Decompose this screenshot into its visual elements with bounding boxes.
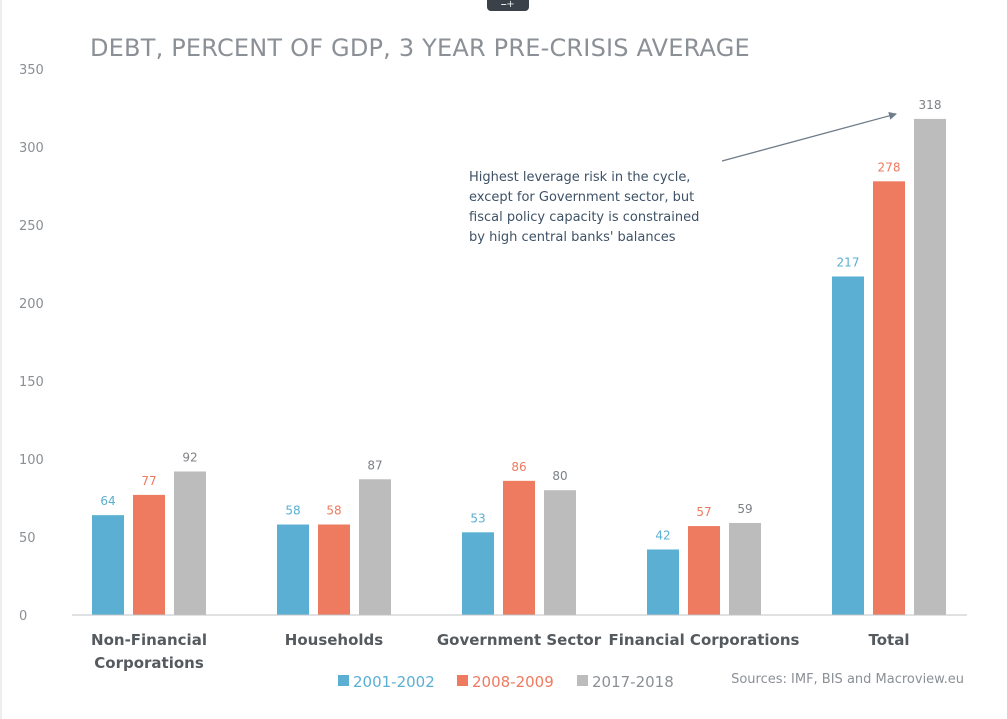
bar [544,490,576,615]
category-label: Financial Corporations [609,631,800,649]
y-tick-label: 150 [19,375,44,390]
legend-swatch [338,675,349,686]
data-label: 92 [182,450,197,464]
y-tick-label: 50 [19,531,36,546]
category-label: Non-Financial [91,631,207,649]
bar [832,276,864,615]
bar [92,515,124,615]
category-label: Total [869,631,910,649]
y-tick-label: 250 [19,219,44,234]
bar [914,118,946,616]
data-label: 58 [326,504,341,518]
legend-swatch [457,675,468,686]
data-label: 58 [285,504,300,518]
category-label: Corporations [94,654,204,672]
legend-swatch [577,675,588,686]
y-axis: 0 50 100 150 200 250 300 350 [19,63,44,624]
annotation-text: except for Government sector, but [469,190,694,205]
legend-label: 2001-2002 [353,673,435,691]
bars [92,118,946,616]
bar [277,524,309,615]
bar [503,480,535,615]
bar [647,549,679,615]
left-border [0,0,2,719]
bar [688,526,720,615]
category-label: Government Sector [437,631,602,649]
annotation-text: Highest leverage risk in the cycle, [469,170,690,185]
x-axis-categories: Non-Financial Corporations Households Gover… [91,631,909,672]
data-label: 77 [141,474,156,488]
data-label: 87 [367,458,382,472]
bar [462,532,494,615]
y-tick-label: 200 [19,297,44,312]
data-label: 86 [511,460,526,474]
data-label: 53 [470,511,485,525]
annotation: Highest leverage risk in the cycle, excep… [469,170,699,245]
bar [873,181,905,615]
data-label: 278 [878,160,901,174]
data-label: 59 [737,502,752,516]
category-label: Households [285,631,384,649]
data-labels: 64 58 53 42 217 77 58 86 57 278 92 87 80 59 318 [100,98,941,543]
collapse-tab-icon[interactable]: ⎯+ [487,0,529,11]
legend: 2001-2002 2008-2009 2017-2018 [338,673,674,691]
data-label: 42 [655,528,670,542]
annotation-text: by high central banks' balances [469,230,676,245]
chart-title: DEBT, PERCENT OF GDP, 3 YEAR PRE-CRISIS … [90,34,750,62]
y-tick-label: 100 [19,453,44,468]
data-label: 57 [696,505,711,519]
y-tick-label: 0 [19,609,27,624]
data-label: 217 [837,255,860,269]
bar [729,522,761,615]
annotation-text: fiscal policy capacity is constrained [469,210,699,225]
bar [174,471,206,615]
y-tick-label: 350 [19,63,44,78]
bar [359,479,391,615]
legend-label: 2008-2009 [472,673,554,691]
bar [133,494,165,615]
bar [318,524,350,615]
data-label: 318 [919,98,942,112]
data-label: 80 [552,469,567,483]
y-tick-label: 300 [19,141,44,156]
source-note: Sources: IMF, BIS and Macroview.eu [731,672,964,687]
legend-label: 2017-2018 [592,673,674,691]
data-label: 64 [100,494,115,508]
annotation-arrow [721,111,897,162]
